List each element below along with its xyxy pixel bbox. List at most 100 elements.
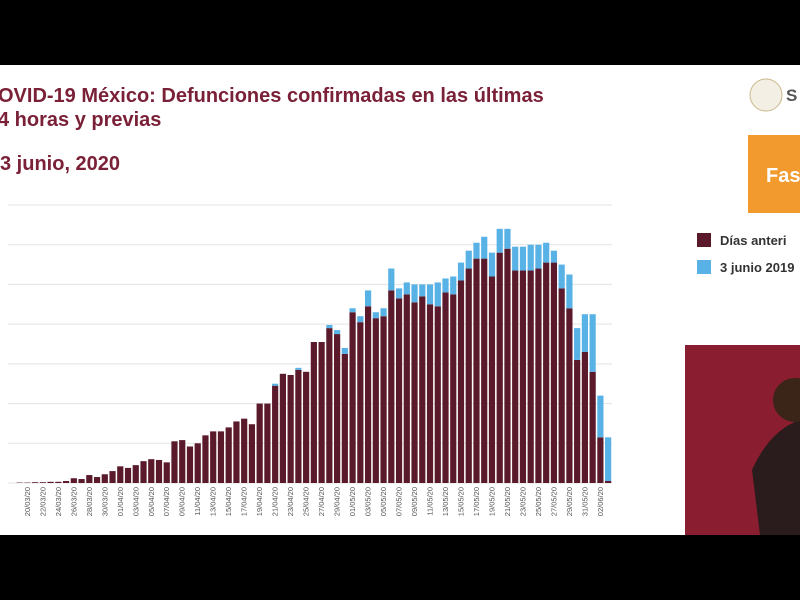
x-tick-label: 28/03/20 [85, 487, 94, 516]
x-tick-label: 15/05/20 [457, 487, 466, 516]
subtitle: 3 junio, 2020 [0, 153, 120, 175]
bar [450, 294, 457, 483]
bar [442, 292, 449, 483]
bar [295, 369, 302, 483]
bar [488, 276, 496, 483]
x-tick-label: 27/05/20 [549, 487, 558, 516]
x-tick-label: 15/04/20 [224, 487, 233, 516]
x-tick-label: 29/04/20 [333, 487, 342, 516]
bar [581, 314, 588, 352]
bar [163, 462, 170, 483]
bar [527, 244, 534, 271]
bar [481, 236, 488, 259]
x-tick-label: 13/05/20 [441, 487, 450, 516]
bar [574, 328, 581, 360]
x-tick-label: 01/05/20 [348, 487, 357, 516]
bar [426, 304, 434, 483]
bar [558, 288, 565, 483]
bar [581, 351, 588, 483]
legend-label: Días anteri [720, 233, 786, 248]
bar [465, 250, 472, 269]
bar [264, 403, 271, 483]
bar [597, 437, 604, 483]
x-tick-label: 30/03/20 [100, 487, 109, 516]
x-tick-label: 19/05/20 [487, 487, 496, 516]
x-tick-label: 11/05/20 [426, 487, 435, 516]
x-tick-label: 26/03/20 [69, 487, 78, 516]
bar [364, 306, 372, 483]
bar [543, 242, 550, 263]
bar [589, 314, 596, 372]
bar [496, 228, 503, 253]
bar [55, 481, 62, 483]
bar [210, 431, 217, 483]
bar [504, 248, 511, 483]
x-tick-label: 11/04/20 [193, 487, 202, 516]
bar [70, 478, 77, 483]
bar [473, 242, 480, 259]
x-tick-label: 05/05/20 [379, 487, 388, 516]
bar [334, 334, 341, 483]
bar [318, 342, 325, 483]
bar [388, 290, 395, 483]
x-tick-label: 05/04/20 [147, 487, 156, 516]
x-tick-label: 22/03/20 [38, 487, 47, 516]
bar [380, 316, 387, 483]
bar [124, 467, 132, 483]
bar [140, 461, 147, 483]
x-tick-label: 21/04/20 [271, 487, 280, 516]
bar [47, 481, 54, 483]
bar [241, 418, 248, 483]
bar [605, 481, 612, 483]
bar [403, 294, 410, 483]
legend-label: 3 junio 2019 [720, 260, 794, 275]
bar [186, 446, 194, 483]
interpreter [752, 420, 800, 535]
bar [535, 268, 542, 483]
bar [217, 431, 225, 483]
phase-box [748, 135, 800, 213]
legend-swatch [697, 260, 711, 274]
x-tick-label: 25/04/20 [302, 487, 311, 516]
bar [303, 371, 310, 483]
x-tick-label: 21/05/20 [503, 487, 512, 516]
bar [535, 244, 542, 269]
x-tick-label: 02/06/20 [596, 487, 605, 516]
bar [148, 459, 155, 483]
plot: 20/03/20 22/03/20 24/03/20 26/03/20 28/03/20… [8, 204, 612, 516]
x-tick-label: 07/05/20 [395, 487, 404, 516]
bar [341, 347, 348, 354]
logo-text: S [786, 86, 797, 105]
bar [279, 373, 286, 483]
x-tick-label: 17/04/20 [240, 487, 249, 516]
legend: Días anteri 3 junio 2019 [697, 233, 794, 275]
bar [62, 481, 70, 483]
bar [372, 312, 379, 319]
x-tick-label: 25/05/20 [534, 487, 543, 516]
bar [450, 276, 457, 295]
x-tick-label: 23/04/20 [286, 487, 295, 516]
bar [527, 270, 534, 483]
bar [434, 306, 441, 483]
bar [388, 268, 395, 291]
bar [93, 477, 101, 483]
bar [395, 288, 403, 299]
bar [326, 324, 333, 329]
bar [349, 312, 356, 483]
bar [171, 441, 178, 483]
bar [179, 440, 186, 483]
bar [481, 258, 488, 483]
bar [465, 268, 472, 483]
bar [155, 459, 163, 483]
x-tick-label: 17/05/20 [472, 487, 481, 516]
bar [372, 318, 379, 483]
bar [334, 330, 341, 335]
x-tick-label: 23/05/20 [518, 487, 527, 516]
legend-swatch [697, 233, 711, 247]
bar [550, 262, 558, 483]
bar [380, 308, 387, 317]
bar [434, 282, 441, 307]
bar [39, 482, 46, 483]
bar [225, 427, 232, 483]
